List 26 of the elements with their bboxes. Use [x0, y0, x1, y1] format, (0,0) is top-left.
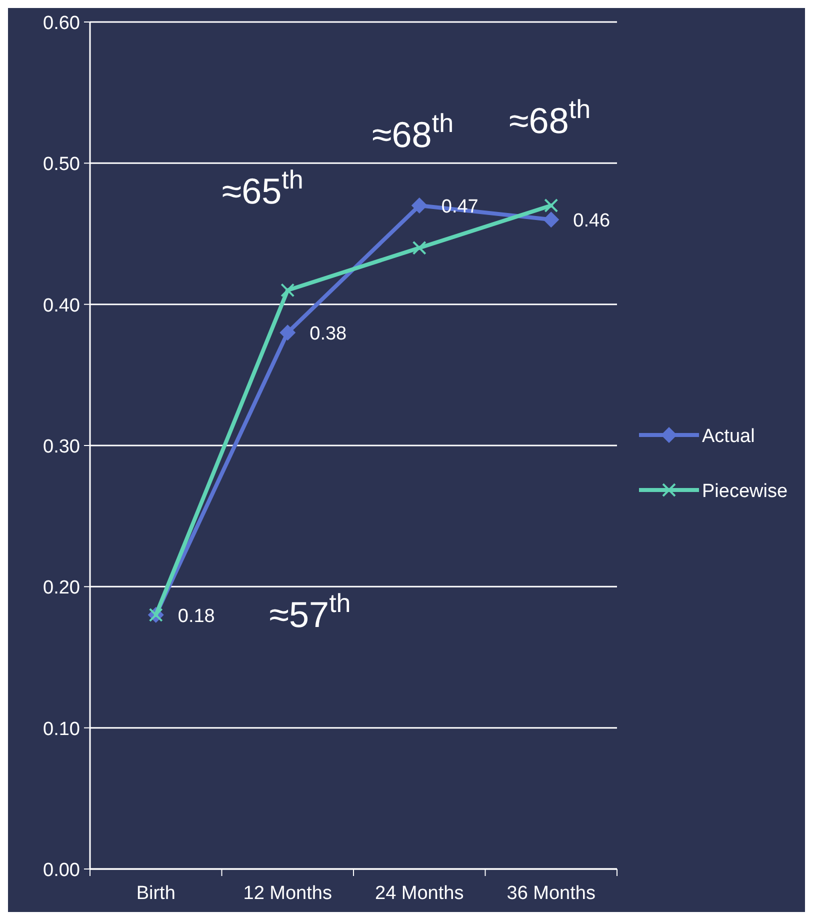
point: [280, 324, 296, 341]
annotation: ≈65$^{th}$: [222, 164, 304, 212]
annotation: ≈57$^{th}$: [269, 588, 351, 635]
data-label: 0.38: [310, 324, 347, 345]
y-tick-label: 0.00: [43, 860, 80, 881]
data-label: 0.46: [573, 210, 610, 232]
y-tick-label: 0.20: [43, 578, 80, 599]
x-tick-label: 12 Months: [243, 883, 332, 904]
y-tick-label: 0.50: [43, 154, 80, 176]
legend-label: Actual: [702, 426, 755, 447]
data-label: 0.18: [178, 606, 215, 627]
point: [543, 212, 560, 228]
x-tick-label: Birth: [136, 883, 176, 904]
y-tick-label: 0.30: [43, 436, 80, 458]
y-tick-label: 0.40: [43, 295, 80, 316]
x-tick-label: 36 Months: [506, 883, 596, 904]
annotation: ≈68$^{th}$: [509, 94, 591, 141]
point: [411, 198, 428, 214]
legend-label: Piecewise: [702, 481, 788, 502]
y-tick-label: 0.10: [43, 718, 80, 740]
x-tick-label: 24 Months: [375, 883, 464, 904]
annotation: ≈68$^{th}$: [372, 108, 454, 155]
point: [280, 283, 295, 298]
point: [544, 198, 558, 213]
y-tick-label: 0.60: [43, 13, 80, 34]
point: [412, 240, 426, 255]
